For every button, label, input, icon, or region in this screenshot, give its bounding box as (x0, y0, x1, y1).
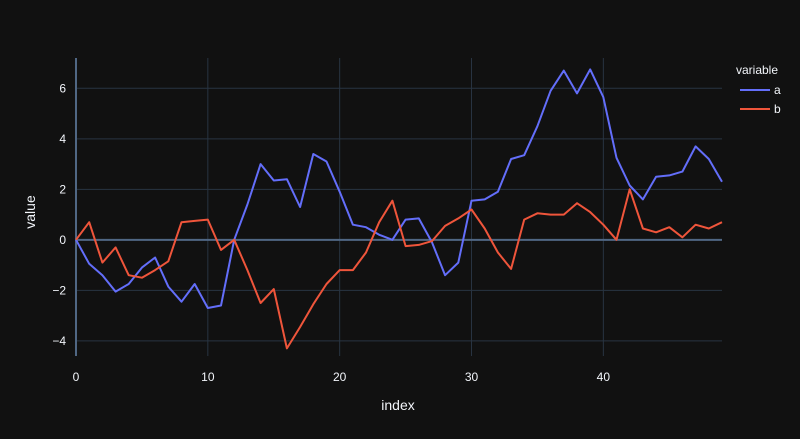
x-tick-label: 20 (333, 370, 347, 384)
y-tick-label: 6 (59, 81, 66, 95)
y-axis-title: value (22, 195, 38, 229)
legend-title: variable (736, 63, 778, 77)
legend-items: ab (740, 83, 781, 116)
legend-item-a[interactable]: a (740, 83, 781, 97)
legend-label: b (774, 102, 781, 116)
zero-lines (75, 58, 722, 356)
y-axis-ticks: −4 −2 0 2 4 6 (52, 81, 66, 348)
legend[interactable]: variable ab (736, 63, 781, 116)
x-axis-title: index (381, 397, 414, 413)
legend-label: a (774, 83, 781, 97)
y-tick-label: −4 (52, 334, 66, 348)
y-tick-label: −2 (52, 283, 66, 297)
y-tick-label: 4 (59, 132, 66, 146)
y-tick-label: 0 (59, 233, 66, 247)
legend-item-b[interactable]: b (740, 102, 781, 116)
x-axis-ticks: 0 10 20 30 40 (73, 370, 611, 384)
series-lines (75, 68, 723, 350)
x-tick-label: 40 (597, 370, 611, 384)
series-line-a (75, 68, 723, 309)
x-tick-label: 10 (201, 370, 215, 384)
grid-lines (76, 58, 722, 356)
y-tick-label: 2 (59, 182, 66, 196)
series-line-b (75, 188, 723, 350)
x-tick-label: 0 (73, 370, 80, 384)
x-tick-label: 30 (465, 370, 479, 384)
